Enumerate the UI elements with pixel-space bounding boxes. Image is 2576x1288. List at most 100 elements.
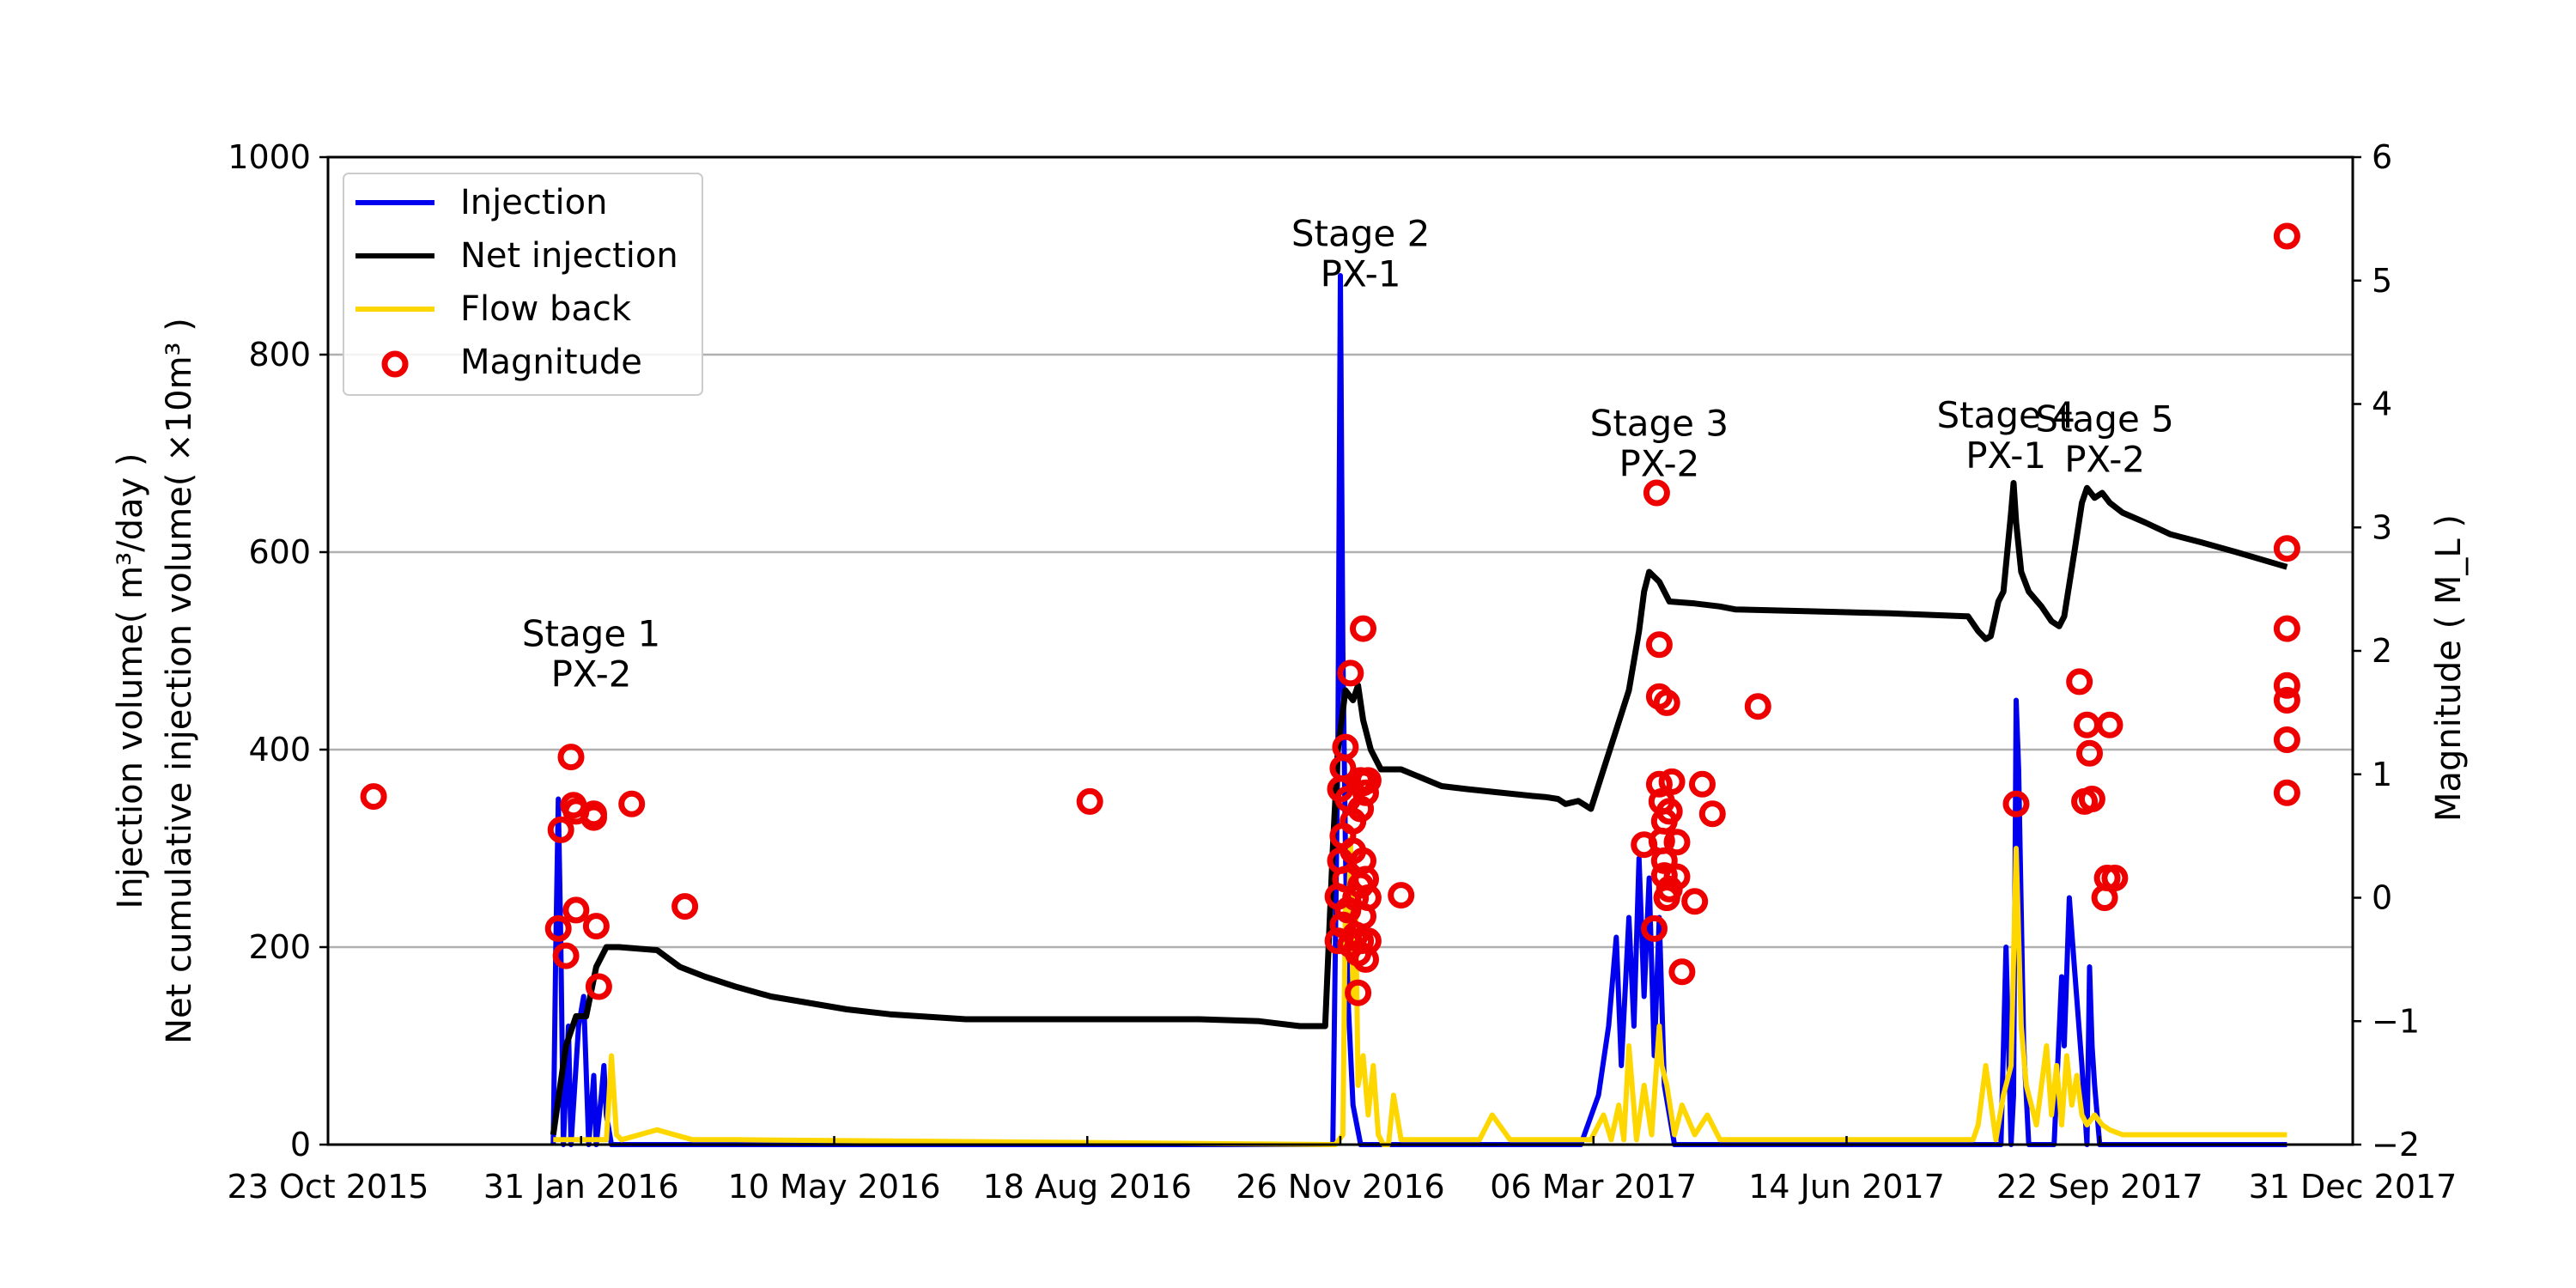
x-tick-label: 06 Mar 2017 bbox=[1490, 1168, 1697, 1206]
magnitude-point bbox=[1681, 888, 1709, 915]
magnitude-point bbox=[2273, 687, 2300, 714]
legend: Injection Net injection Flow back Magnit… bbox=[343, 173, 703, 396]
y-left-tick-label: 400 bbox=[248, 731, 311, 769]
x-tick-label: 26 Nov 2016 bbox=[1236, 1168, 1444, 1206]
magnitude-point bbox=[1658, 768, 1686, 795]
x-tick-label: 22 Sep 2017 bbox=[1996, 1168, 2203, 1206]
magnitude-point bbox=[1352, 779, 1379, 806]
y-right-tick-label: 5 bbox=[2372, 262, 2392, 300]
x-tick-label: 31 Jan 2016 bbox=[483, 1168, 679, 1206]
stage-well-label: PX-2 bbox=[2064, 439, 2145, 481]
magnitude-point bbox=[1698, 800, 1726, 828]
magnitude-point bbox=[360, 783, 387, 811]
magnitude-point bbox=[1663, 829, 1691, 856]
magnitude-point bbox=[1354, 927, 1382, 955]
stage-well-label: PX-1 bbox=[1965, 434, 2046, 477]
legend-marker-magnitude bbox=[381, 350, 409, 378]
legend-frame bbox=[343, 173, 703, 396]
magnitude-point bbox=[1337, 659, 1364, 687]
magnitude-markers bbox=[360, 222, 2300, 1006]
series-line-net-injection bbox=[550, 480, 2288, 1135]
magnitude-point bbox=[2273, 615, 2300, 642]
magnitude-point bbox=[671, 893, 699, 920]
y-right-tick-label: −1 bbox=[2372, 1002, 2420, 1040]
x-tick-label: 18 Aug 2016 bbox=[983, 1168, 1192, 1206]
stage-well-label: PX-2 bbox=[1619, 442, 1699, 484]
x-tick-label: 31 Dec 2017 bbox=[2249, 1168, 2458, 1206]
magnitude-point bbox=[1689, 770, 1716, 798]
magnitude-point bbox=[2074, 711, 2100, 738]
magnitude-point bbox=[1643, 479, 1670, 507]
magnitude-point bbox=[2273, 726, 2300, 753]
stage-well-label: PX-1 bbox=[1321, 253, 1401, 295]
y-right-tick-label: −2 bbox=[2372, 1126, 2420, 1163]
axes: 23 Oct 2015 31 Jan 2016 10 May 2016 18 Aug … bbox=[228, 138, 2458, 1206]
y-axis-right-title: Magnitude ( M_L ) bbox=[2429, 514, 2469, 822]
series-line-injection bbox=[550, 273, 2287, 1147]
magnitude-point bbox=[547, 816, 574, 843]
legend-label-injection: Injection bbox=[460, 183, 607, 222]
x-tick-label: 14 Jun 2017 bbox=[1748, 1168, 1945, 1206]
y-right-tick-label: 3 bbox=[2372, 508, 2392, 546]
legend-label-flow-back: Flow back bbox=[460, 289, 632, 329]
stage-label: Stage 3 bbox=[1590, 402, 1728, 444]
y-left-tick-label: 600 bbox=[248, 533, 311, 571]
stage-well-label: PX-2 bbox=[551, 653, 632, 695]
legend-label-net-injection: Net injection bbox=[460, 236, 678, 276]
stage-label: Stage 2 bbox=[1291, 213, 1430, 255]
magnitude-point bbox=[2273, 779, 2300, 806]
magnitude-point bbox=[1641, 914, 1668, 942]
magnitude-point bbox=[1650, 847, 1678, 874]
magnitude-point bbox=[1345, 979, 1372, 1006]
magnitude-point bbox=[585, 973, 612, 1000]
stage-label: Stage 4 bbox=[1936, 394, 2075, 436]
magnitude-point bbox=[2066, 668, 2093, 696]
magnitude-point bbox=[552, 942, 580, 969]
magnitude-point bbox=[1354, 767, 1382, 794]
legend-label-magnitude: Magnitude bbox=[460, 343, 642, 382]
magnitude-point bbox=[2101, 865, 2129, 891]
y-right-tick-label: 4 bbox=[2372, 386, 2392, 423]
magnitude-point bbox=[1656, 798, 1683, 825]
magnitude-point bbox=[562, 896, 590, 924]
magnitude-point bbox=[1354, 884, 1382, 911]
magnitude-point bbox=[557, 744, 585, 771]
magnitude-point bbox=[2076, 739, 2103, 767]
magnitude-point bbox=[1332, 733, 1359, 761]
stage-label: Stage 1 bbox=[522, 612, 660, 654]
y-left-tick-label: 200 bbox=[248, 928, 311, 966]
y-axis-left-title-line2: Net cumulative injection volume( ×10m³ ) bbox=[160, 318, 199, 1044]
magnitude-point bbox=[618, 790, 646, 817]
magnitude-point bbox=[1076, 787, 1103, 815]
y-left-tick-label: 800 bbox=[248, 336, 311, 374]
magnitude-point bbox=[2273, 222, 2300, 250]
y-right-tick-label: 1 bbox=[2372, 756, 2392, 793]
x-tick-label: 23 Oct 2015 bbox=[228, 1168, 429, 1206]
magnitude-point bbox=[582, 913, 610, 940]
y-right-tick-label: 0 bbox=[2372, 879, 2392, 917]
magnitude-point bbox=[1350, 615, 1376, 642]
magnitude-point bbox=[1645, 631, 1673, 659]
magnitude-point bbox=[2096, 711, 2123, 738]
y-left-tick-label: 0 bbox=[290, 1126, 311, 1163]
stage-label: Stage 5 bbox=[2035, 398, 2173, 440]
magnitude-point bbox=[2002, 790, 2030, 817]
magnitude-point bbox=[2273, 671, 2300, 699]
magnitude-point bbox=[1744, 693, 1771, 720]
magnitude-point bbox=[544, 914, 572, 942]
y-right-tick-label: 2 bbox=[2372, 632, 2392, 670]
series-line-flow-back bbox=[553, 835, 2287, 1147]
magnitude-point bbox=[1663, 863, 1691, 890]
magnitude-point bbox=[1653, 689, 1680, 716]
y-axis-left-title-line1: Injection volume( m³/day ) bbox=[111, 453, 150, 908]
magnitude-point bbox=[2273, 535, 2300, 562]
magnitude-point bbox=[1388, 882, 1415, 909]
x-tick-label: 10 May 2016 bbox=[728, 1168, 941, 1206]
plot-area bbox=[550, 273, 2288, 1147]
magnitude-point bbox=[580, 800, 607, 828]
magnitude-point bbox=[2078, 786, 2105, 812]
y-left-tick-label: 1000 bbox=[228, 138, 311, 176]
y-right-tick-label: 6 bbox=[2372, 138, 2392, 176]
